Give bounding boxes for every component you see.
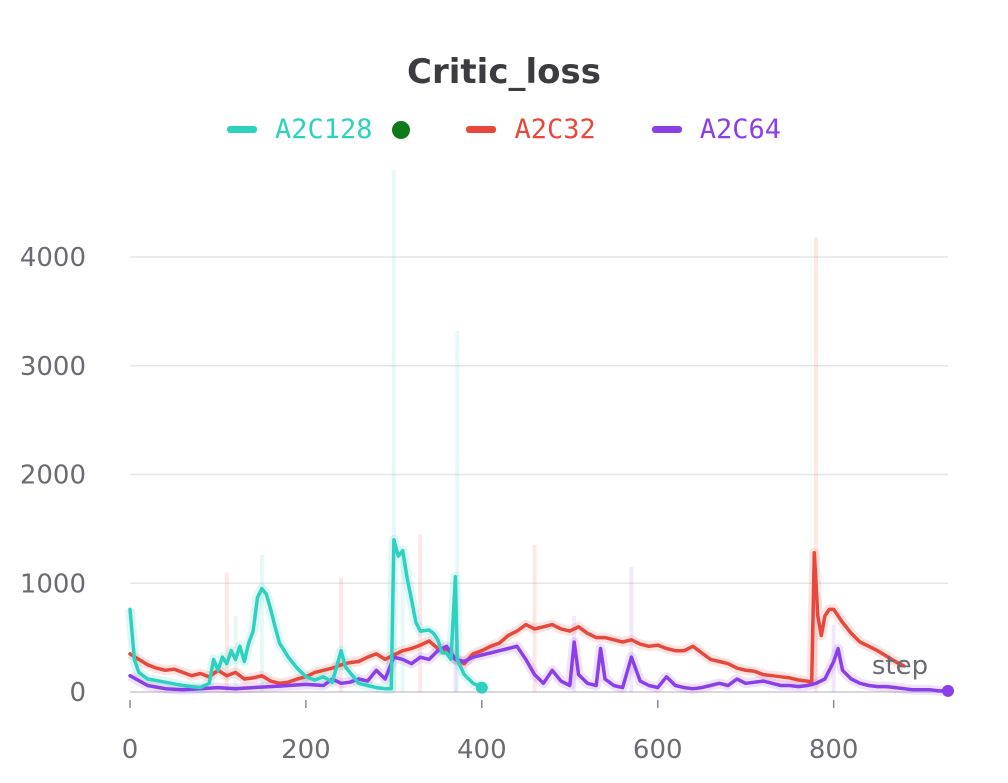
y-tick-label-4000: 4000 [20,243,86,273]
y-tick-label-0: 0 [69,678,86,708]
end-dot-a2c64 [942,684,954,697]
legend-swatch-a2c32 [466,126,497,133]
x-tick-label-0: 0 [122,735,139,765]
series-line-a2c128 [128,538,484,691]
legend-item-a2c64[interactable]: A2C64 [651,114,782,145]
y-axis-labels: 0 1000 2000 3000 4000 [20,243,86,708]
series-band-a2c64 [127,637,948,696]
y-tick-label-3000: 3000 [20,352,86,382]
x-tick-label-200: 200 [281,735,331,765]
x-tick-label-600: 600 [633,735,683,765]
series-line-a2c32 [128,551,906,686]
legend-swatch-a2c64 [651,126,682,133]
end-dot-a2c128 [475,681,488,694]
legend-label-a2c128: A2C128 [274,114,373,145]
x-axis-title: step [872,651,928,681]
grid-lines [130,256,948,693]
series-line-a2c64 [128,640,950,693]
x-axis-labels: 0 200 400 600 800 [122,700,859,765]
legend-item-a2c32[interactable]: A2C32 [466,114,596,145]
y-tick-label-2000: 2000 [20,461,86,491]
legend-label-a2c32: A2C32 [514,114,596,145]
legend-status-dot [392,120,411,139]
legend: A2C128 A2C32 A2C64 [0,114,1008,145]
legend-label-a2c64: A2C64 [699,114,782,145]
x-tick-label-800: 800 [809,735,859,765]
y-tick-label-1000: 1000 [20,569,86,599]
legend-item-a2c128[interactable]: A2C128 [226,114,411,145]
chart-title: Critic_loss [407,52,601,92]
series-band-a2c128 [125,534,484,694]
legend-swatch-a2c128 [226,126,257,133]
series-layer [125,170,954,697]
x-tick-label-400: 400 [457,735,507,765]
